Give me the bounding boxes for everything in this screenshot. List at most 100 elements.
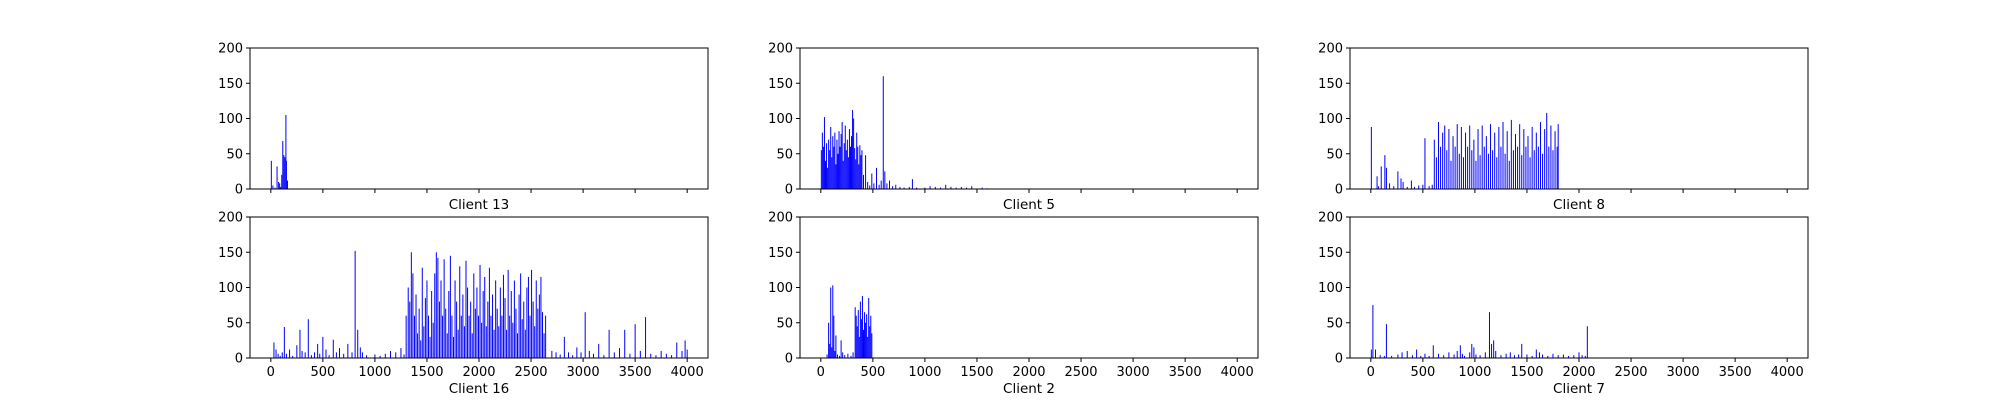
bar bbox=[924, 187, 926, 189]
bar bbox=[869, 185, 871, 189]
bar bbox=[509, 315, 511, 358]
bar bbox=[314, 352, 316, 358]
bar bbox=[479, 264, 481, 358]
bar bbox=[832, 136, 834, 190]
bar bbox=[835, 335, 837, 358]
bar bbox=[1443, 355, 1445, 358]
bar bbox=[460, 315, 462, 358]
bar bbox=[559, 354, 561, 358]
bar bbox=[858, 336, 860, 358]
bar bbox=[1479, 155, 1481, 189]
x-tick-label: 500 bbox=[310, 365, 335, 380]
bar bbox=[860, 155, 862, 189]
bar bbox=[955, 187, 957, 189]
bar bbox=[1432, 345, 1434, 358]
x-tick-label: 3500 bbox=[1719, 365, 1752, 380]
bar bbox=[1465, 132, 1467, 189]
bar bbox=[945, 184, 947, 189]
bar bbox=[517, 333, 519, 358]
bar bbox=[1525, 146, 1527, 189]
x-tick-label: 1500 bbox=[410, 365, 443, 380]
bar bbox=[493, 329, 495, 358]
bar bbox=[1510, 119, 1512, 189]
bar bbox=[852, 110, 854, 189]
bar bbox=[1491, 343, 1493, 358]
bar bbox=[421, 267, 423, 358]
bar bbox=[1512, 150, 1514, 189]
bar bbox=[1454, 146, 1456, 189]
bar bbox=[431, 291, 433, 358]
bar bbox=[821, 132, 823, 189]
bar bbox=[361, 352, 363, 358]
bar bbox=[1519, 124, 1521, 189]
bar bbox=[1453, 354, 1455, 358]
bar bbox=[415, 294, 417, 358]
x-axis-label: Client 5 bbox=[1003, 197, 1055, 213]
bar bbox=[1521, 343, 1523, 358]
bar bbox=[410, 252, 412, 358]
y-tick-label: 0 bbox=[235, 183, 243, 198]
bar bbox=[839, 146, 841, 189]
bar bbox=[1488, 312, 1490, 358]
bar bbox=[412, 273, 414, 358]
y-tick-label: 0 bbox=[785, 352, 793, 367]
bar bbox=[839, 355, 841, 358]
bar bbox=[307, 319, 309, 358]
bar bbox=[1378, 186, 1380, 189]
x-tick-label: 1500 bbox=[1510, 365, 1543, 380]
bar bbox=[1431, 184, 1433, 189]
x-tick-label: 2000 bbox=[1562, 365, 1595, 380]
bar bbox=[538, 294, 540, 358]
bar bbox=[1401, 352, 1403, 358]
bar bbox=[537, 308, 539, 358]
bar bbox=[1550, 125, 1552, 189]
bar bbox=[671, 355, 673, 358]
bar bbox=[861, 295, 863, 358]
bar bbox=[850, 355, 852, 358]
bar bbox=[285, 160, 287, 189]
bar bbox=[292, 355, 294, 358]
bar bbox=[1493, 340, 1495, 359]
bar bbox=[283, 155, 285, 189]
bar bbox=[1539, 122, 1541, 189]
y-tick-label: 50 bbox=[226, 316, 243, 331]
bar bbox=[518, 294, 520, 358]
bar bbox=[1542, 153, 1544, 189]
bar bbox=[835, 164, 837, 189]
bar bbox=[886, 183, 888, 189]
bar bbox=[284, 157, 286, 189]
bar bbox=[310, 355, 312, 358]
bar bbox=[854, 307, 856, 358]
bar bbox=[830, 287, 832, 358]
bar bbox=[867, 336, 869, 358]
bar bbox=[603, 355, 605, 358]
bar bbox=[532, 301, 534, 358]
bar bbox=[413, 315, 415, 358]
bar bbox=[634, 324, 636, 358]
bar bbox=[456, 301, 458, 358]
y-tick-label: 100 bbox=[768, 281, 793, 296]
bar bbox=[1479, 355, 1481, 358]
bar bbox=[529, 315, 531, 358]
bar bbox=[1467, 146, 1469, 189]
bar bbox=[826, 354, 828, 358]
bar bbox=[328, 355, 330, 358]
bar bbox=[1496, 157, 1498, 189]
subplot-2: 0 50 100 150 200 Client 5 bbox=[768, 42, 1259, 213]
bar bbox=[836, 139, 838, 189]
bar bbox=[1483, 146, 1485, 189]
bar bbox=[474, 308, 476, 358]
y-tick-label: 200 bbox=[768, 42, 793, 57]
bar bbox=[1500, 355, 1502, 358]
bar bbox=[1573, 355, 1575, 358]
y-tick-label: 150 bbox=[768, 77, 793, 92]
bar bbox=[276, 166, 278, 189]
bar bbox=[463, 326, 465, 358]
bar bbox=[829, 150, 831, 189]
bar bbox=[1552, 150, 1554, 189]
x-tick-label: 2500 bbox=[1064, 365, 1097, 380]
y-tick-label: 100 bbox=[1318, 281, 1343, 296]
bar bbox=[453, 336, 454, 358]
bar bbox=[442, 315, 444, 358]
bar bbox=[1383, 355, 1385, 358]
